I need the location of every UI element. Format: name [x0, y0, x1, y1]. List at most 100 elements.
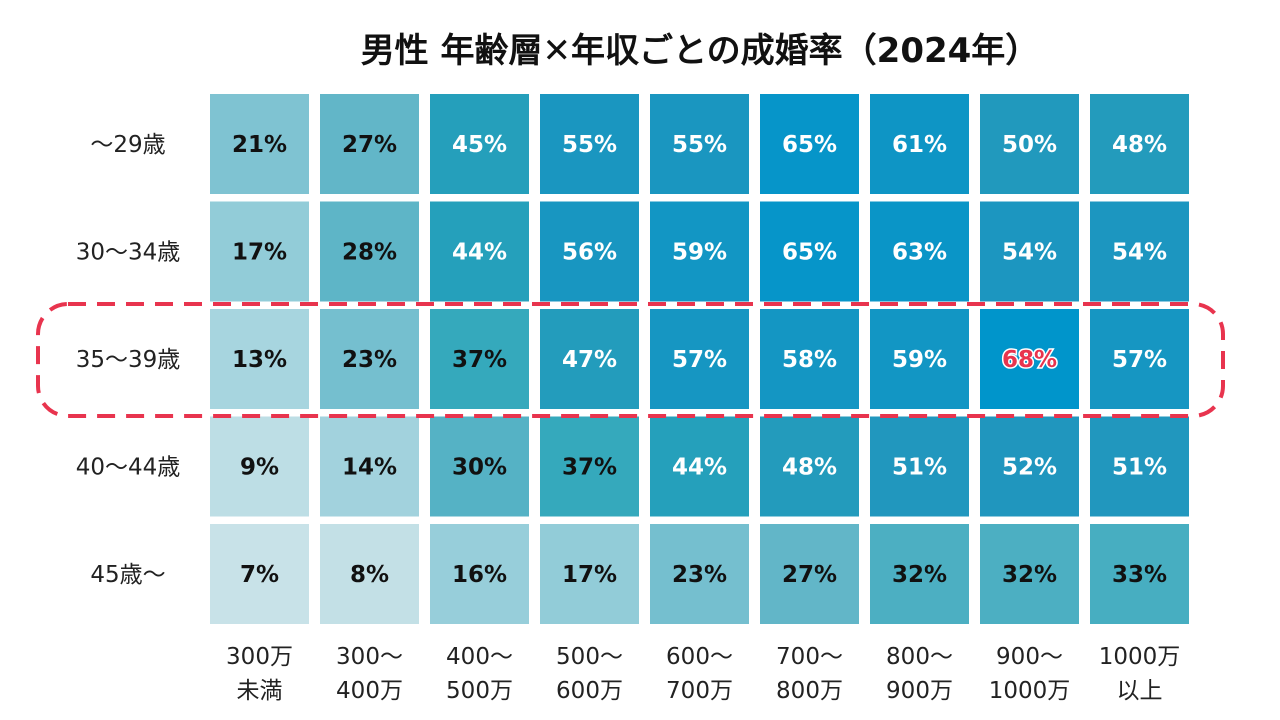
row-labels: 〜29歳 30〜34歳 35〜39歳 40〜44歳 45歳〜 — [76, 132, 181, 588]
heatmap-cell — [430, 309, 529, 409]
cell-value-label: 27% — [782, 562, 837, 588]
heatmap-cell — [320, 524, 419, 624]
cell-value-label: 27% — [342, 132, 397, 158]
column-label: 300万未満 — [226, 644, 293, 704]
cell-value-label: 55% — [672, 132, 727, 158]
cell-value-label: 56% — [562, 240, 617, 266]
heatmap-cell — [540, 416, 639, 517]
heatmap-cell — [760, 201, 859, 302]
row-label: 30〜34歳 — [76, 240, 181, 266]
heatmap-cell — [870, 94, 969, 194]
heatmap-cell — [650, 201, 749, 302]
cell-value-label: 61% — [892, 132, 947, 158]
cell-value-label: 17% — [232, 240, 287, 266]
cell-value-label: 57% — [1112, 347, 1167, 373]
heatmap-cell — [430, 201, 529, 302]
cell-value-label: 9% — [240, 455, 279, 481]
cell-value-label: 47% — [562, 347, 617, 373]
heatmap-cell — [430, 416, 529, 517]
cell-value-label: 37% — [452, 347, 507, 373]
heatmap-cell — [980, 416, 1079, 517]
cell-value-label: 17% — [562, 562, 617, 588]
cell-value-label: 54% — [1112, 240, 1167, 266]
column-labels: 300万未満 300〜 400万 400〜 500万 500〜 600万 600〜 700万 70… — [226, 644, 1180, 704]
heatmap-cell — [1090, 309, 1189, 409]
cell-value-label: 51% — [892, 455, 947, 481]
heatmap-cell — [320, 416, 419, 517]
heatmap-cell — [760, 524, 859, 624]
heatmap-cell — [650, 309, 749, 409]
heatmap-cell — [210, 309, 309, 409]
heatmap-cell — [760, 94, 859, 194]
heatmap-cell — [870, 524, 969, 624]
cell-value-label: 48% — [782, 455, 837, 481]
heatmap-cell — [210, 524, 309, 624]
highlight-row-outline — [36, 302, 1225, 418]
row-label: 40〜44歳 — [76, 455, 181, 481]
cell-value-label: 59% — [672, 240, 727, 266]
cell-value-label: 59% — [892, 347, 947, 373]
heatmap-cell — [870, 201, 969, 302]
column-label: 300〜 400万 — [336, 644, 403, 704]
column-label: 800〜 900万 — [886, 644, 953, 704]
column-label: 500〜 600万 — [556, 644, 623, 704]
cell-value-label: 65% — [782, 240, 837, 266]
cell-value-label: 28% — [342, 240, 397, 266]
heatmap-cell — [540, 201, 639, 302]
cell-value-label: 13% — [232, 347, 287, 373]
heatmap-cell — [980, 309, 1079, 409]
cell-value-label: 14% — [342, 455, 397, 481]
row-label: 35〜39歳 — [76, 347, 181, 373]
heatmap-cell — [1090, 201, 1189, 302]
column-label: 1000万以上 — [1099, 644, 1181, 704]
row-label: 45歳〜 — [90, 562, 165, 588]
cell-value-label: 63% — [892, 240, 947, 266]
heatmap-cell — [650, 524, 749, 624]
cell-value-label: 44% — [452, 240, 507, 266]
heatmap-cell — [870, 416, 969, 517]
column-label: 600〜 700万 — [666, 644, 733, 704]
heatmap-cell — [760, 416, 859, 517]
heatmap-cell — [210, 416, 309, 517]
heatmap-cell — [1090, 94, 1189, 194]
cell-value-label: 52% — [1002, 455, 1057, 481]
heatmap-cell — [540, 309, 639, 409]
heatmap-cell — [760, 309, 859, 409]
cell-value-label: 33% — [1112, 562, 1167, 588]
heatmap-cell — [320, 309, 419, 409]
cell-value-label: 23% — [672, 562, 727, 588]
cell-value-label: 30% — [452, 455, 507, 481]
heatmap-cell — [430, 94, 529, 194]
heatmap-cell — [870, 309, 969, 409]
cell-value-label: 65% — [782, 132, 837, 158]
row-label: 〜29歳 — [90, 132, 165, 158]
column-label: 400〜 500万 — [446, 644, 513, 704]
cell-value-label: 16% — [452, 562, 507, 588]
heatmap-cell — [540, 524, 639, 624]
heatmap-cell — [320, 94, 419, 194]
cell-value-label: 44% — [672, 455, 727, 481]
cell-value-label: 32% — [1002, 562, 1057, 588]
column-label: 700〜 800万 — [776, 644, 843, 704]
cell-value-label: 50% — [1002, 132, 1057, 158]
cell-value-label: 32% — [892, 562, 947, 588]
heatmap-cell — [540, 94, 639, 194]
cell-value-label: 37% — [562, 455, 617, 481]
heatmap-cell — [210, 94, 309, 194]
heatmap-cell — [980, 94, 1079, 194]
cell-value-label: 7% — [240, 562, 279, 588]
cell-value-label: 8% — [350, 562, 389, 588]
cell-value-label: 21% — [232, 132, 287, 158]
heatmap-cell — [650, 94, 749, 194]
cell-value-label: 54% — [1002, 240, 1057, 266]
heatmap-cell — [430, 524, 529, 624]
cell-value-label: 23% — [342, 347, 397, 373]
cell-value-label: 57% — [672, 347, 727, 373]
heatmap-cell — [980, 201, 1079, 302]
chart-title: 男性 年齢層✕年収ごとの成婚率（2024年） — [361, 31, 1040, 71]
heatmap-cells: 21% 27% 45% 55% 55% 65% 61% 50% 48% 17% 28% 44% 56% 5… — [210, 94, 1189, 624]
column-label: 900〜 1000万 — [989, 644, 1071, 704]
cell-value-label: 58% — [782, 347, 837, 373]
heatmap-cell — [980, 524, 1079, 624]
